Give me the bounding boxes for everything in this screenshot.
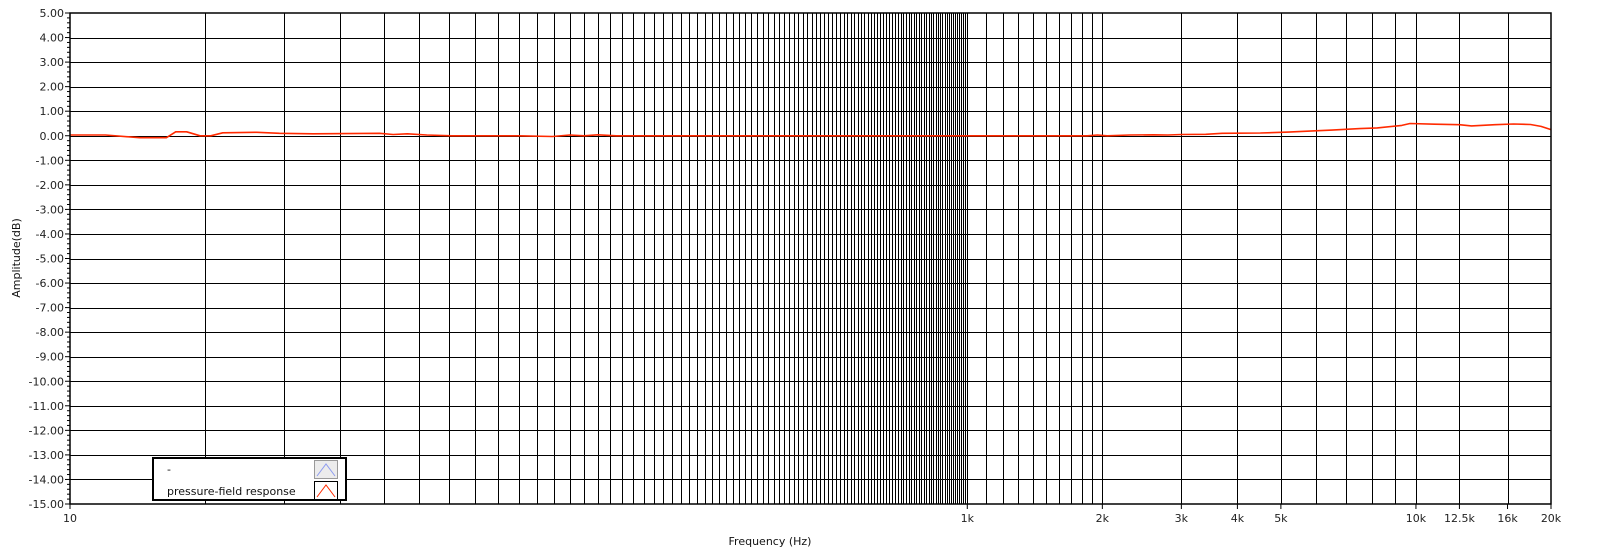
legend[interactable]: - pressure-field response [152,457,347,501]
y-tick-label: -11.00 [29,400,64,413]
y-tick-label: -15.00 [29,498,64,511]
x-tick-label: 12.5k [1444,512,1475,525]
y-axis-title: Amplitude(dB) [10,218,23,297]
y-tick-label: -8.00 [36,326,64,339]
legend-label: pressure-field response [167,485,296,498]
y-tick-label: -12.00 [29,424,64,437]
legend-item-blank[interactable]: - [154,459,345,481]
grid-lines [70,13,1551,504]
plot-style-icon[interactable] [314,481,338,500]
y-tick-label: 5.00 [40,7,65,20]
y-tick-label: -14.00 [29,473,64,486]
x-tick-label: 1k [961,512,975,525]
x-tick-label: 10k [1406,512,1427,525]
y-tick-label: -3.00 [36,203,64,216]
y-tick-label: -10.00 [29,375,64,388]
y-tick-label: -2.00 [36,179,64,192]
y-tick-label: -7.00 [36,302,64,315]
legend-item-pressure-field-response[interactable]: pressure-field response [154,481,345,503]
x-tick-label: 5k [1274,512,1288,525]
y-tick-label: 1.00 [40,105,65,118]
y-tick-label: 4.00 [40,32,65,45]
y-tick-label: -1.00 [36,154,64,167]
y-tick-label: -5.00 [36,253,64,266]
x-axis-title: Frequency (Hz) [729,535,812,548]
y-tick-label: -6.00 [36,277,64,290]
plot-area-border [69,12,1552,505]
series-group [70,122,1552,139]
x-tick-label: 10 [63,512,77,525]
y-tick-label: -9.00 [36,351,64,364]
x-tick-label: 4k [1231,512,1245,525]
x-axis-ticks: 10 1k 2k 3k 4k 5k 10k 12.5k 16k 20k [63,504,1562,525]
y-tick-label: 0.00 [40,130,65,143]
y-tick-label: -13.00 [29,449,64,462]
x-tick-label: 20k [1541,512,1562,525]
y-tick-label: -4.00 [36,228,64,241]
x-tick-label: 16k [1497,512,1518,525]
x-tick-label: 3k [1175,512,1189,525]
y-tick-label: 2.00 [40,81,65,94]
legend-label: - [167,463,171,476]
plot-style-icon[interactable] [314,460,338,479]
x-tick-label: 2k [1096,512,1110,525]
y-axis-ticks: 5.00 4.00 3.00 2.00 1.00 0.00 -1.00 -2.00 -3.00 -… [29,7,70,511]
series-line-pressure-field-response [70,122,1552,139]
y-tick-label: 3.00 [40,56,65,69]
